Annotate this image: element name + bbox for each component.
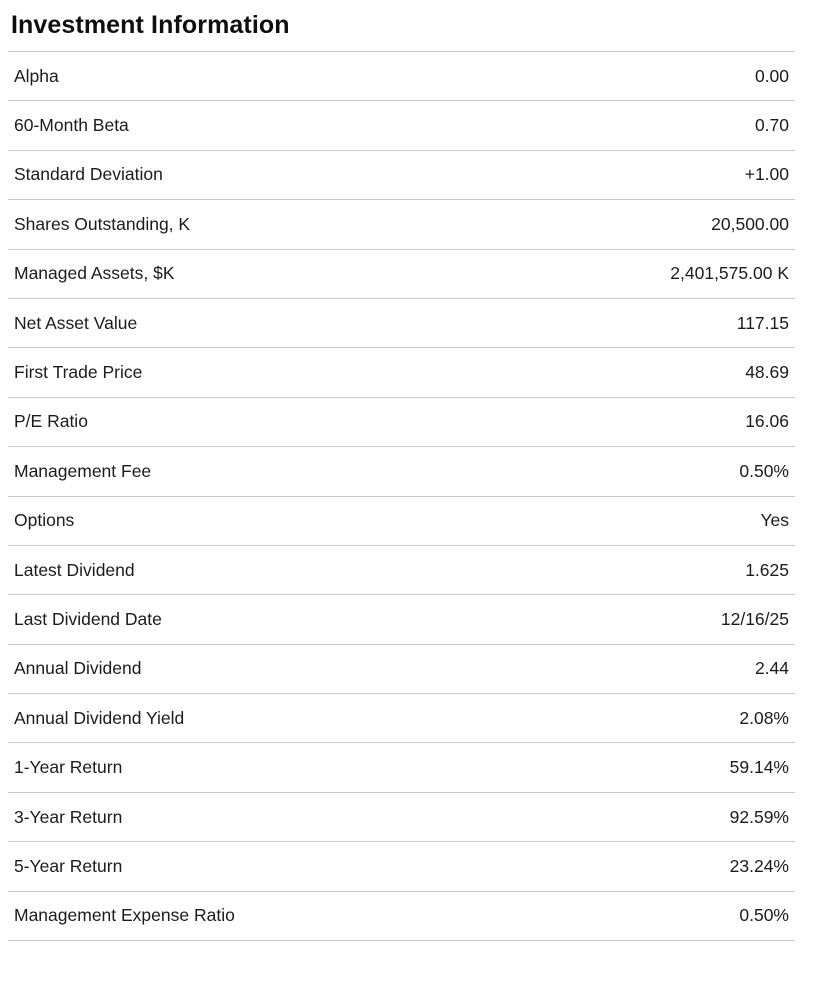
row-value: 0.70 (754, 115, 789, 136)
row-label: Management Fee (14, 460, 152, 481)
row-label: Shares Outstanding, K (14, 213, 191, 234)
row-value: 0.50% (739, 905, 789, 926)
table-row: Net Asset Value 117.15 (8, 299, 795, 349)
row-label: Management Expense Ratio (14, 905, 235, 926)
row-value: 1.625 (745, 559, 789, 580)
row-label: 1-Year Return (14, 757, 123, 778)
row-label: P/E Ratio (14, 411, 88, 432)
row-label: Last Dividend Date (14, 608, 162, 629)
investment-table: Alpha 0.00 60-Month Beta 0.70 Standard D… (8, 52, 795, 942)
table-row: Managed Assets, $K 2,401,575.00 K (8, 250, 795, 299)
row-label: Managed Assets, $K (14, 263, 175, 284)
row-label: 5-Year Return (14, 855, 123, 876)
row-label: Annual Dividend (14, 658, 142, 679)
table-row: Management Expense Ratio 0.50% (8, 892, 795, 942)
row-label: Annual Dividend Yield (14, 707, 185, 728)
table-row: 3-Year Return 92.59% (8, 793, 795, 843)
row-value: 0.50% (739, 460, 789, 481)
table-row: Standard Deviation +1.00 (8, 151, 795, 201)
table-row: Options Yes (8, 497, 795, 546)
row-label: 3-Year Return (14, 806, 123, 827)
row-value: 59.14% (729, 757, 789, 778)
table-row: First Trade Price 48.69 (8, 348, 795, 398)
row-label: First Trade Price (14, 362, 143, 383)
row-value: 48.69 (745, 362, 789, 383)
row-value: 117.15 (736, 312, 789, 333)
table-row: Last Dividend Date 12/16/25 (8, 595, 795, 645)
row-value: +1.00 (744, 164, 789, 185)
row-value: 2,401,575.00 K (670, 263, 789, 284)
row-label: Options (14, 510, 75, 531)
row-value: 0.00 (754, 65, 789, 86)
table-row: Management Fee 0.50% (8, 447, 795, 497)
table-row: P/E Ratio 16.06 (8, 398, 795, 448)
row-value: 2.08% (739, 707, 789, 728)
page-title: Investment Information (11, 11, 290, 39)
table-row: Annual Dividend Yield 2.08% (8, 694, 795, 744)
table-row: 60-Month Beta 0.70 (8, 101, 795, 151)
table-row: 5-Year Return 23.24% (8, 842, 795, 892)
table-row: Annual Dividend 2.44 (8, 645, 795, 695)
row-label: Alpha (14, 65, 59, 86)
table-row: Shares Outstanding, K 20,500.00 (8, 200, 795, 250)
table-row: Alpha 0.00 (8, 52, 795, 102)
row-label: Latest Dividend (14, 559, 135, 580)
panel-header: Investment Information (8, 0, 795, 52)
row-value: 2.44 (754, 658, 789, 679)
row-value: 16.06 (745, 411, 789, 432)
row-value: Yes (760, 510, 789, 531)
row-value: 23.24% (729, 855, 789, 876)
table-row: Latest Dividend 1.625 (8, 546, 795, 596)
row-value: 12/16/25 (720, 608, 789, 629)
row-value: 20,500.00 (711, 213, 789, 234)
row-label: Net Asset Value (14, 312, 138, 333)
row-label: 60-Month Beta (14, 115, 129, 136)
table-row: 1-Year Return 59.14% (8, 743, 795, 793)
row-value: 92.59% (729, 806, 789, 827)
row-label: Standard Deviation (14, 164, 163, 185)
